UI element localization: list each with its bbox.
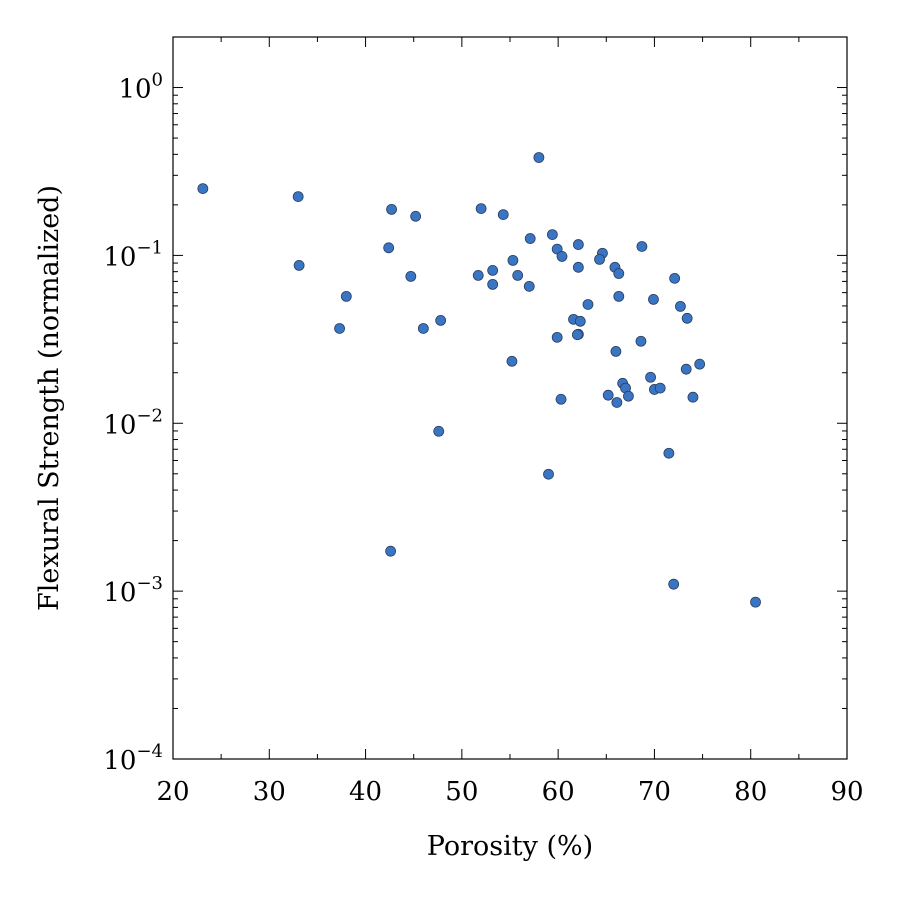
data-point [572, 239, 584, 250]
data-point [645, 371, 656, 383]
x-tick-label: 30 [253, 777, 286, 807]
data-point [523, 280, 535, 292]
y-tick-label: 10−4 [103, 741, 163, 776]
data-point [197, 183, 209, 194]
data-point [546, 229, 558, 241]
data-point [654, 382, 666, 394]
data-point [487, 278, 499, 290]
data-point [636, 241, 648, 252]
data-point [340, 290, 352, 302]
data-point [602, 389, 614, 401]
data-point [383, 242, 395, 254]
plot-area [172, 36, 848, 760]
data-point [293, 259, 305, 271]
data-point [417, 323, 429, 334]
data-point [668, 578, 680, 590]
data-point [635, 335, 647, 347]
x-tick-label: 50 [445, 777, 478, 807]
data-point [663, 447, 675, 459]
y-tick-label: 100 [118, 70, 163, 105]
data-point [506, 355, 518, 367]
x-tick-label: 80 [734, 777, 767, 807]
data-point [386, 203, 397, 215]
data-point [610, 345, 622, 357]
y-tick-label: 10−1 [103, 237, 163, 272]
data-point [623, 390, 634, 402]
data-point [507, 254, 519, 266]
data-point [524, 233, 536, 244]
data-point [556, 251, 568, 262]
y-tick-label: 10−2 [103, 405, 163, 440]
x-tick-label: 40 [349, 777, 382, 807]
data-point [572, 329, 583, 341]
data-point [582, 299, 594, 310]
data-point [433, 425, 445, 437]
data-point [292, 191, 304, 203]
data-point [555, 393, 567, 405]
data-point [574, 315, 586, 327]
data-point [487, 265, 499, 276]
data-point [648, 293, 659, 305]
y-axis-label: Flexural Strength (normalized) [34, 185, 65, 611]
data-point [675, 300, 686, 312]
data-point [594, 253, 605, 265]
x-axis-label: Porosity (%) [427, 831, 593, 862]
data-point [681, 312, 693, 324]
data-point [613, 290, 625, 302]
data-point [385, 545, 397, 557]
x-tick-label: 70 [638, 777, 671, 807]
data-point [572, 261, 584, 273]
data-point [613, 268, 625, 279]
data-point [497, 209, 509, 221]
data-point [694, 358, 706, 370]
data-point [611, 397, 623, 408]
data-point [680, 363, 692, 375]
data-point [410, 210, 422, 222]
data-point [551, 331, 563, 343]
data-point [405, 270, 417, 282]
x-tick-label: 90 [830, 777, 863, 807]
data-point [669, 272, 681, 284]
data-point [687, 391, 699, 403]
data-point [750, 596, 761, 608]
data-point [533, 152, 545, 163]
data-point [475, 203, 487, 215]
data-point [543, 468, 554, 480]
data-point [512, 270, 524, 281]
x-tick-label: 60 [542, 777, 575, 807]
y-tick-label: 10−3 [103, 573, 163, 608]
data-point [435, 315, 447, 326]
x-tick-label: 20 [156, 777, 189, 807]
data-point [334, 323, 345, 334]
data-point [472, 270, 484, 281]
